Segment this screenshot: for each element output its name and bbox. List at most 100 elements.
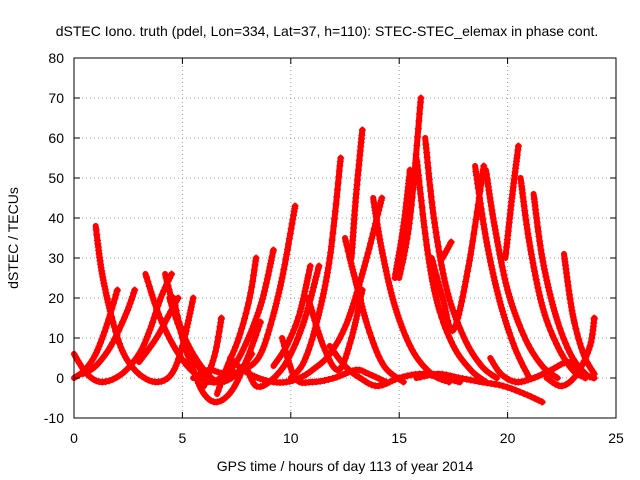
data-point [417,190,425,198]
data-point [324,269,332,277]
data-point [378,194,386,202]
data-point [105,315,113,323]
data-point [502,279,510,287]
data-point [235,354,243,362]
data-point [103,295,111,303]
data-point [564,344,572,352]
data-point [361,262,369,270]
data-point [442,371,450,379]
data-point [512,312,520,320]
data-point [264,271,272,279]
data-point [157,294,165,302]
data-point [433,233,441,241]
data-point [323,273,331,281]
data-point [547,294,555,302]
data-point [441,305,449,313]
data-point [302,311,310,319]
data-point [445,242,453,250]
data-point [268,253,276,261]
data-point [427,187,435,195]
data-point [115,340,123,348]
data-point [297,304,305,312]
data-point [349,328,357,336]
x-tick-label: 10 [283,430,299,446]
data-point [262,279,270,287]
series-18 [305,286,366,374]
data-point [235,334,243,342]
data-point [438,266,446,274]
data-point [359,306,367,314]
data-point [364,379,372,387]
data-point [439,296,447,304]
y-tick-label: 80 [48,50,64,66]
data-point [432,228,440,236]
data-point [480,220,488,228]
data-point [585,361,593,369]
data-point [459,375,467,382]
data-point [253,312,261,320]
data-point [482,234,490,242]
data-point [487,202,495,210]
data-point [557,360,565,368]
data-point [167,308,175,316]
data-point [367,334,375,342]
data-point [570,374,578,382]
data-point [273,296,281,304]
data-point [290,211,298,219]
data-point [500,314,508,322]
data-point [82,368,90,376]
data-point [508,300,516,308]
y-tick-label: 40 [48,210,64,226]
data-point [214,387,222,395]
data-point [436,286,444,294]
data-point [343,350,351,358]
data-point [298,361,306,369]
y-tick-label: 50 [48,170,64,186]
data-point [227,370,235,378]
data-point [308,288,316,295]
data-point [515,321,523,329]
data-point [438,370,446,378]
series-23 [391,166,414,281]
data-point [102,324,110,332]
data-point [185,355,193,363]
data-point [236,329,244,337]
data-point [265,326,273,334]
data-point [146,326,154,334]
data-point [375,353,383,361]
data-point [363,254,371,262]
data-point [460,288,468,296]
data-point [465,343,473,351]
data-point [545,322,553,330]
data-point [125,303,133,311]
data-point [467,251,475,259]
data-point [283,251,291,259]
data-point [217,314,225,322]
data-point [518,378,526,386]
data-point [249,277,257,285]
data-point [243,304,251,312]
data-point [545,287,553,295]
data-point [265,267,273,275]
data-point [430,261,438,269]
data-point [143,333,151,341]
data-point [531,272,539,279]
data-point [157,326,165,334]
data-point [323,351,331,359]
data-point [463,272,471,280]
data-point [494,291,502,299]
data-point [414,125,422,133]
data-point [469,237,477,245]
data-point [403,372,411,380]
data-point [207,361,215,369]
data-point [120,314,128,322]
data-point [316,305,324,313]
data-point [94,346,102,354]
data-point [406,342,414,350]
data-point [348,262,356,270]
data-point [357,299,365,307]
data-point [433,296,441,304]
data-point [474,184,482,192]
data-point [373,348,381,356]
data-point [443,286,451,294]
